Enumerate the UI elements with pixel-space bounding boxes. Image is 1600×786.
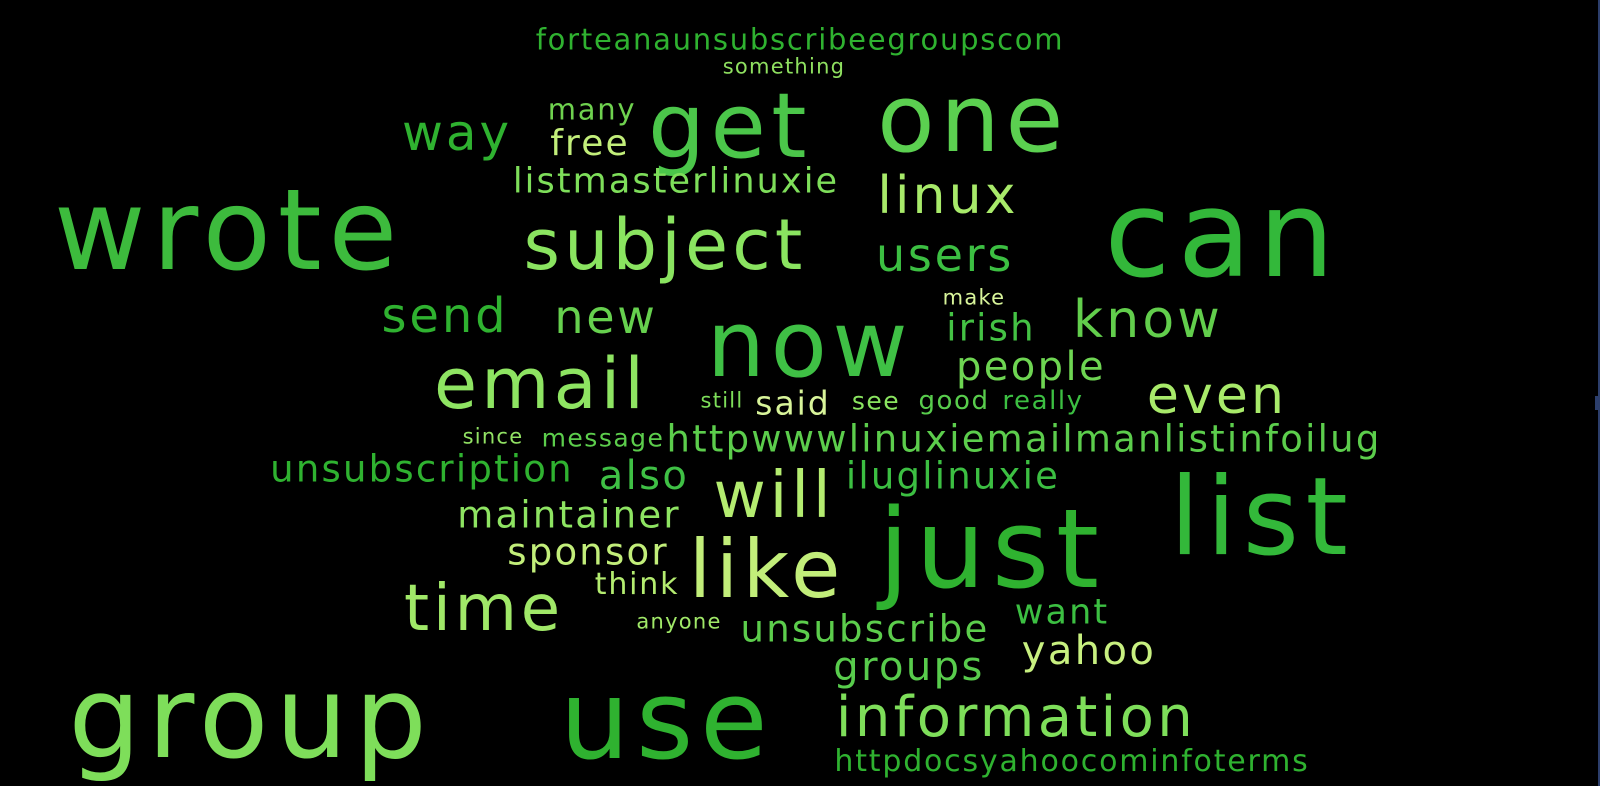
word: anyone [636,609,722,634]
word: way [401,104,513,162]
word: will [713,459,835,533]
word: see [851,386,901,416]
word: good [918,386,990,416]
word: linux [877,166,1019,226]
word: now [706,291,914,398]
word: send [381,288,509,344]
word: think [594,567,680,602]
word: group [68,651,434,784]
word: sponsor [507,530,669,574]
word: wrote [53,166,405,296]
word: also [598,453,690,499]
word: since [462,424,524,449]
word: want [1014,592,1110,633]
word: people [956,344,1106,390]
word: forteanaunsubscribeegroupscom [535,22,1065,57]
word: like [688,523,846,616]
resize-handle[interactable] [1595,396,1600,410]
word: can [1104,166,1342,305]
word: maintainer [457,493,681,537]
word: httpwwwlinuxiemailmanlistinfoilug [666,417,1382,461]
word: subject [523,204,807,286]
window-edge [1598,0,1600,786]
word: yahoo [1021,628,1157,674]
word: email [433,343,649,425]
word: message [541,423,665,453]
word: groups [833,644,985,690]
word: even [1146,366,1288,426]
word: httpdocsyahoocominfoterms [834,744,1310,779]
word: new [554,290,658,344]
word: unsubscribe [740,607,990,651]
word: many [547,92,637,127]
word: make [942,285,1006,310]
word: know [1073,290,1223,350]
word: users [875,228,1015,282]
word: something [722,54,846,79]
word: get [648,74,812,179]
word: said [755,383,831,423]
word: time [404,572,564,646]
word: really [1002,386,1084,416]
word: iluglinuxie [845,454,1061,498]
word: irish [946,306,1036,350]
word: use [559,656,775,784]
word: still [700,388,744,413]
word: listmasterlinuxie [512,161,840,202]
word: information [835,685,1197,750]
word: unsubscription [270,447,574,491]
word: just [878,485,1106,613]
word: one [877,65,1069,174]
word: list [1169,455,1355,580]
word: free [550,123,630,164]
